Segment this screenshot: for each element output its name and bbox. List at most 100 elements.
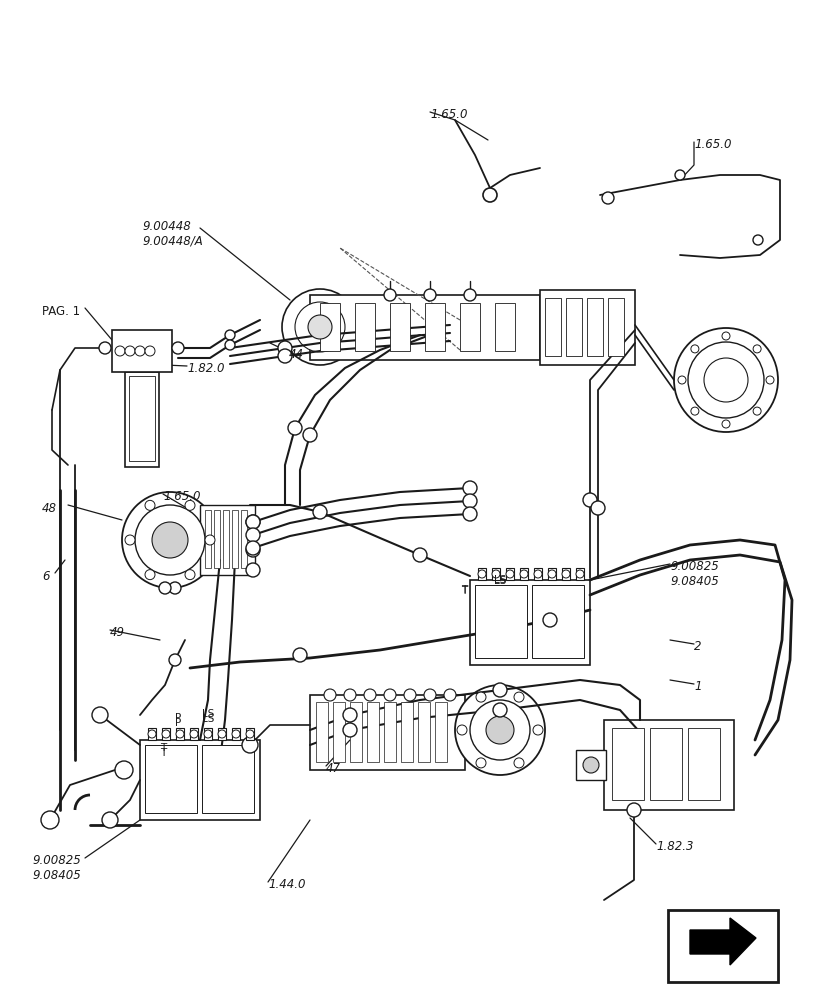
Circle shape xyxy=(242,737,258,753)
Circle shape xyxy=(413,548,427,562)
Circle shape xyxy=(364,689,376,701)
Bar xyxy=(460,303,480,351)
Circle shape xyxy=(218,730,226,738)
Circle shape xyxy=(122,492,218,588)
Text: LS: LS xyxy=(202,709,214,719)
Circle shape xyxy=(278,341,292,355)
Circle shape xyxy=(476,692,486,702)
Circle shape xyxy=(172,342,184,354)
Bar xyxy=(367,702,379,762)
Bar xyxy=(316,702,328,762)
Circle shape xyxy=(282,289,358,365)
Bar xyxy=(333,702,345,762)
Circle shape xyxy=(246,730,254,738)
Circle shape xyxy=(162,730,170,738)
Bar xyxy=(587,298,603,356)
Circle shape xyxy=(115,346,125,356)
Circle shape xyxy=(384,689,396,701)
Circle shape xyxy=(722,332,730,340)
Circle shape xyxy=(455,685,545,775)
Circle shape xyxy=(457,725,467,735)
Circle shape xyxy=(514,758,524,768)
Circle shape xyxy=(344,689,356,701)
Circle shape xyxy=(562,570,570,578)
Bar xyxy=(576,750,606,780)
Circle shape xyxy=(534,570,542,578)
Circle shape xyxy=(246,541,260,555)
Circle shape xyxy=(543,613,557,627)
Circle shape xyxy=(591,501,605,515)
Circle shape xyxy=(520,570,528,578)
Text: 2: 2 xyxy=(694,640,702,653)
Circle shape xyxy=(753,235,763,245)
Bar xyxy=(576,568,584,580)
Bar xyxy=(562,568,570,580)
Bar xyxy=(495,303,515,351)
Bar xyxy=(545,298,561,356)
Circle shape xyxy=(766,376,774,384)
Circle shape xyxy=(753,345,761,353)
Bar xyxy=(668,910,778,982)
Text: PAG. 1: PAG. 1 xyxy=(42,305,80,318)
Bar xyxy=(425,303,445,351)
Bar xyxy=(355,303,375,351)
Bar xyxy=(548,568,556,580)
Circle shape xyxy=(125,346,135,356)
Bar xyxy=(202,745,254,813)
Bar xyxy=(650,728,682,800)
Bar xyxy=(162,728,170,740)
Circle shape xyxy=(583,757,599,773)
Text: LS: LS xyxy=(494,575,506,585)
Bar xyxy=(232,728,240,740)
Bar xyxy=(470,580,590,665)
Bar xyxy=(475,585,527,658)
Bar xyxy=(140,740,260,820)
Circle shape xyxy=(506,570,514,578)
Bar xyxy=(478,568,486,580)
Bar xyxy=(176,728,184,740)
Bar xyxy=(506,568,514,580)
Circle shape xyxy=(225,340,235,350)
Circle shape xyxy=(583,493,597,507)
Circle shape xyxy=(190,730,198,738)
Circle shape xyxy=(548,570,556,578)
Bar xyxy=(401,702,413,762)
Circle shape xyxy=(246,515,260,529)
Text: LS: LS xyxy=(202,714,214,724)
Text: T: T xyxy=(461,585,467,595)
Circle shape xyxy=(753,407,761,415)
Text: 9.00448
9.00448/A: 9.00448 9.00448/A xyxy=(142,220,202,248)
Text: 49: 49 xyxy=(110,626,125,639)
Bar xyxy=(566,298,582,356)
Circle shape xyxy=(492,570,500,578)
Bar xyxy=(204,728,212,740)
Circle shape xyxy=(145,570,155,580)
Circle shape xyxy=(675,170,685,180)
Bar xyxy=(310,295,540,360)
Bar xyxy=(200,505,255,575)
Circle shape xyxy=(169,654,181,666)
Circle shape xyxy=(125,535,135,545)
Circle shape xyxy=(246,528,260,542)
Circle shape xyxy=(246,563,260,577)
Circle shape xyxy=(463,507,477,521)
Bar xyxy=(112,330,172,372)
Text: 47: 47 xyxy=(326,762,341,775)
Circle shape xyxy=(691,407,698,415)
Bar xyxy=(246,728,254,740)
Circle shape xyxy=(486,716,514,744)
Circle shape xyxy=(688,342,764,418)
Circle shape xyxy=(463,494,477,508)
Text: 9.00825
9.08405: 9.00825 9.08405 xyxy=(670,560,719,588)
Bar xyxy=(232,510,238,568)
Text: T: T xyxy=(160,743,166,753)
Circle shape xyxy=(384,289,396,301)
Bar xyxy=(612,728,644,800)
Circle shape xyxy=(278,349,292,363)
Circle shape xyxy=(303,428,317,442)
Circle shape xyxy=(576,570,584,578)
Circle shape xyxy=(92,707,108,723)
Circle shape xyxy=(288,421,302,435)
Bar xyxy=(148,728,156,740)
Bar xyxy=(218,728,226,740)
